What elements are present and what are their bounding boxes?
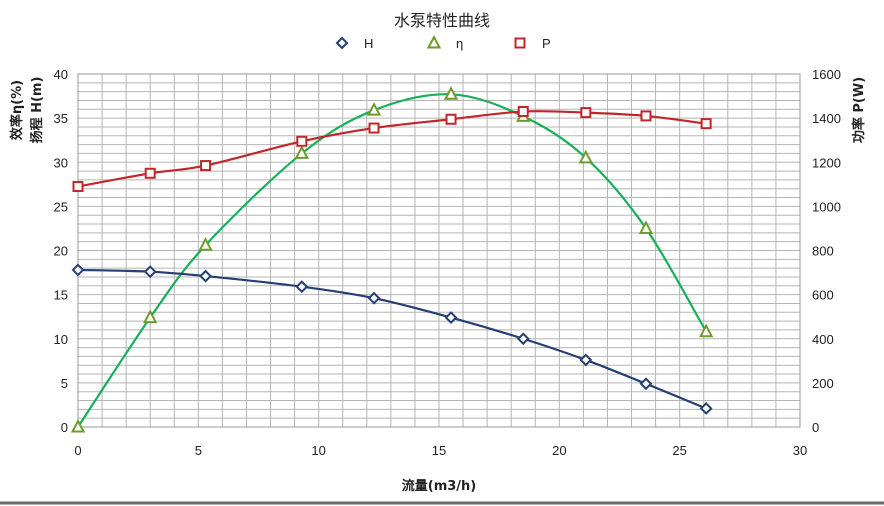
left-tick-label: 15 bbox=[54, 288, 68, 303]
right-tick-label: 1600 bbox=[812, 67, 841, 82]
data-point-efficiency bbox=[698, 323, 714, 338]
left-tick-label: 0 bbox=[61, 420, 68, 435]
x-tick-label: 25 bbox=[672, 443, 686, 458]
data-point-head bbox=[579, 353, 593, 367]
plot-area-frame bbox=[77, 73, 801, 428]
data-point-efficiency bbox=[366, 102, 382, 116]
series-line-power bbox=[77, 110, 707, 188]
data-point-head bbox=[199, 269, 212, 283]
data-point-power bbox=[296, 135, 308, 147]
left-tick-label: 20 bbox=[54, 244, 68, 259]
data-point-power bbox=[144, 167, 156, 179]
data-point-head bbox=[295, 280, 309, 294]
left-tick-label: 40 bbox=[54, 67, 68, 82]
left-tick-label: 5 bbox=[61, 376, 68, 391]
x-axis-label: 流量(m3/h) bbox=[402, 478, 476, 494]
left-tick-label: 35 bbox=[54, 111, 68, 126]
data-point-head bbox=[516, 332, 530, 346]
chart-title: 水泵特性曲线 bbox=[394, 11, 490, 30]
left-tick-label: 25 bbox=[54, 199, 68, 214]
x-axis-ticks: 0 5 10 15 20 25 30 bbox=[74, 443, 807, 458]
data-point-power bbox=[200, 160, 212, 172]
right-tick-label: 600 bbox=[812, 288, 834, 303]
data-point-power bbox=[580, 107, 592, 119]
data-point-power bbox=[700, 118, 712, 130]
data-point-power bbox=[517, 106, 529, 118]
data-point-efficiency bbox=[443, 86, 459, 100]
data-point-power bbox=[445, 113, 457, 125]
right-tick-label: 200 bbox=[812, 376, 834, 391]
data-point-head bbox=[639, 377, 653, 391]
left-tick-label: 30 bbox=[54, 155, 68, 170]
x-tick-label: 5 bbox=[195, 443, 202, 458]
left-tick-label: 10 bbox=[54, 332, 68, 347]
x-tick-label: 0 bbox=[74, 443, 81, 458]
x-tick-label: 20 bbox=[552, 443, 566, 458]
data-point-power bbox=[368, 122, 380, 134]
y-axis-label-head: 扬程 H(m) bbox=[29, 77, 45, 144]
right-tick-label: 800 bbox=[812, 244, 834, 259]
legend-label-head: H bbox=[364, 36, 373, 51]
right-tick-label: 1200 bbox=[812, 155, 841, 170]
data-point-efficiency bbox=[198, 237, 213, 251]
grid bbox=[77, 73, 801, 428]
right-axis-ticks: 0 200 400 600 800 1000 1200 1400 1600 bbox=[812, 67, 841, 435]
y-axis-label-power: 功率 P(W) bbox=[851, 77, 867, 143]
data-point-efficiency bbox=[578, 149, 593, 164]
right-tick-label: 0 bbox=[812, 420, 819, 435]
series-group bbox=[70, 86, 714, 433]
data-point-head bbox=[699, 402, 713, 415]
data-point-power bbox=[72, 181, 84, 193]
data-point-efficiency bbox=[143, 309, 158, 324]
series-line-head bbox=[77, 268, 707, 410]
legend-marker-efficiency bbox=[426, 34, 442, 49]
series-line-efficiency bbox=[77, 93, 708, 428]
data-point-head bbox=[367, 291, 381, 305]
legend-label-power: P bbox=[542, 36, 551, 51]
data-point-efficiency bbox=[638, 220, 654, 234]
data-point-power bbox=[640, 110, 652, 122]
right-tick-label: 400 bbox=[812, 332, 834, 347]
x-tick-label: 10 bbox=[311, 443, 325, 458]
legend-marker-head bbox=[335, 36, 349, 50]
data-point-efficiency bbox=[294, 145, 309, 159]
data-point-head bbox=[71, 263, 85, 277]
right-tick-label: 1000 bbox=[812, 199, 841, 214]
legend-label-efficiency: η bbox=[456, 36, 463, 51]
right-tick-label: 1400 bbox=[812, 111, 841, 126]
left-axis-ticks: 0 5 10 15 20 25 30 35 40 bbox=[54, 67, 68, 435]
x-tick-label: 15 bbox=[432, 443, 446, 458]
y-axis-label-efficiency: 效率η(%) bbox=[9, 80, 25, 140]
data-point-head bbox=[143, 265, 157, 279]
legend-marker-power bbox=[514, 37, 526, 49]
data-point-head bbox=[444, 311, 458, 324]
data-point-efficiency bbox=[70, 418, 86, 433]
x-tick-label: 30 bbox=[793, 443, 807, 458]
